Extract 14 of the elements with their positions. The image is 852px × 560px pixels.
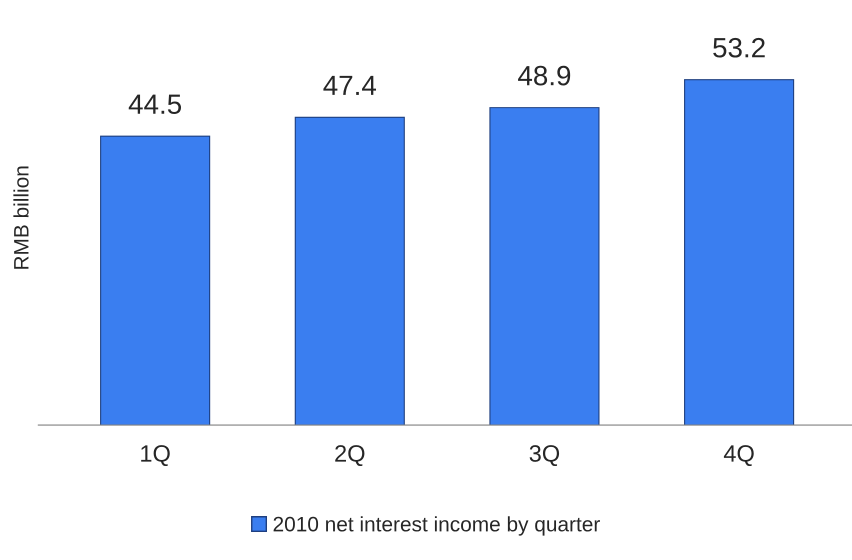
bar bbox=[489, 107, 600, 426]
data-label: 53.2 bbox=[713, 38, 765, 58]
data-label: 44.5 bbox=[128, 94, 182, 114]
x-tick-label: 2Q bbox=[335, 445, 364, 466]
y-axis-title: RMB billion bbox=[13, 166, 29, 269]
x-tick-label: 1Q bbox=[141, 445, 170, 466]
x-tick-label: 3Q bbox=[530, 445, 560, 466]
bar bbox=[100, 136, 210, 426]
data-label: 47.4 bbox=[323, 76, 376, 95]
bar bbox=[294, 116, 405, 426]
x-tick-label: 4Q bbox=[724, 445, 754, 466]
legend-label: 2010 net interest income by quarter bbox=[274, 516, 600, 536]
data-label: 48.9 bbox=[518, 66, 570, 86]
bar bbox=[684, 79, 794, 426]
